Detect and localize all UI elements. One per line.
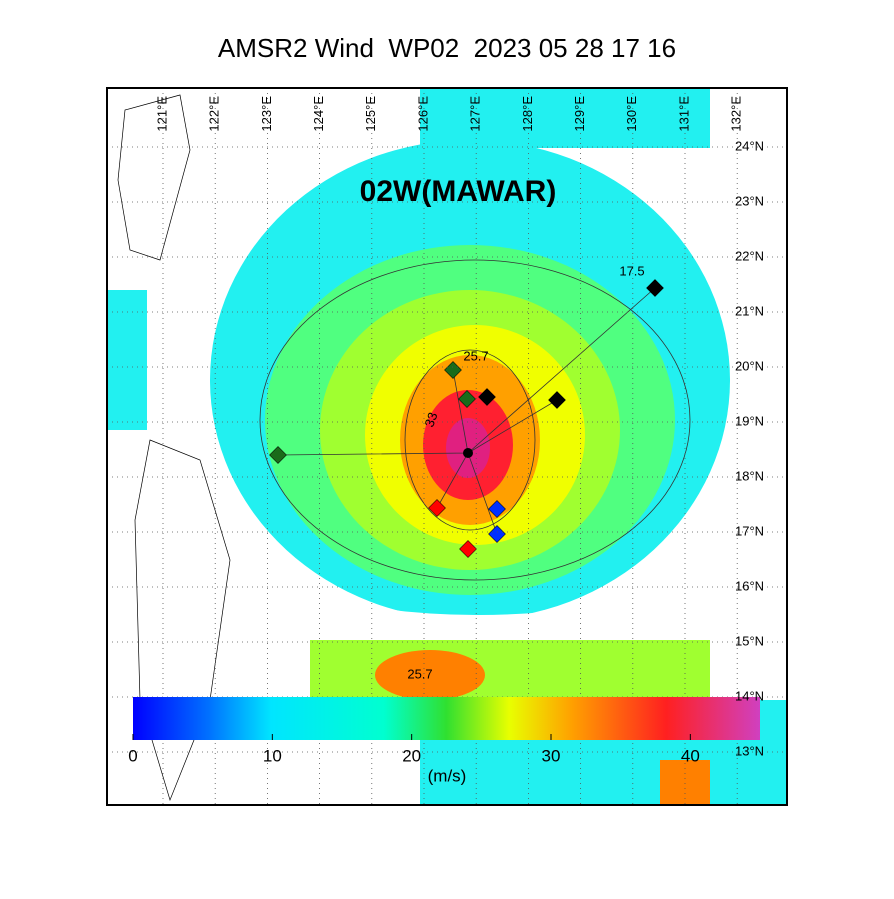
colorbar-unit: (m/s) bbox=[428, 766, 467, 785]
lat-label: 13°N bbox=[735, 743, 764, 758]
title: AMSR2 Wind WP02 2023 05 28 17 16 bbox=[218, 33, 676, 63]
lat-label: 16°N bbox=[735, 578, 764, 593]
lat-label: 14°N bbox=[735, 688, 764, 703]
lon-label: 127°E bbox=[468, 96, 483, 132]
lon-label: 132°E bbox=[729, 96, 744, 132]
colorbar-tick-label: 10 bbox=[263, 746, 282, 765]
lon-label: 130°E bbox=[624, 96, 639, 132]
lon-label: 131°E bbox=[676, 96, 691, 132]
lat-label: 17°N bbox=[735, 523, 764, 538]
lon-label: 123°E bbox=[259, 96, 274, 132]
lat-label: 24°N bbox=[735, 138, 764, 153]
map-frame bbox=[106, 87, 788, 806]
lon-label: 129°E bbox=[572, 96, 587, 132]
contour-label: 25.7 bbox=[463, 348, 488, 363]
lat-label: 15°N bbox=[735, 633, 764, 648]
lat-label: 18°N bbox=[735, 468, 764, 483]
colorbar-tick-label: 40 bbox=[681, 746, 700, 765]
contour-label: 17.5 bbox=[619, 263, 644, 278]
lat-label: 19°N bbox=[735, 413, 764, 428]
lat-label: 21°N bbox=[735, 303, 764, 318]
lon-label: 125°E bbox=[363, 96, 378, 132]
colorbar-tick-label: 0 bbox=[128, 746, 137, 765]
lat-label: 23°N bbox=[735, 193, 764, 208]
lon-label: 126°E bbox=[415, 96, 430, 132]
storm-label: 02W(MAWAR) bbox=[360, 175, 557, 208]
contour-label: 25.7 bbox=[407, 666, 432, 681]
colorbar-tick-label: 20 bbox=[402, 746, 421, 765]
contour-label: 33 bbox=[421, 410, 440, 429]
wind-field bbox=[107, 88, 787, 805]
lon-label: 128°E bbox=[520, 96, 535, 132]
colorbar-tick-label: 30 bbox=[542, 746, 561, 765]
lon-label: 122°E bbox=[207, 96, 222, 132]
lon-label: 121°E bbox=[154, 96, 169, 132]
lat-label: 22°N bbox=[735, 248, 764, 263]
lat-label: 20°N bbox=[735, 358, 764, 373]
lon-label: 124°E bbox=[311, 96, 326, 132]
colorbar bbox=[133, 697, 760, 740]
